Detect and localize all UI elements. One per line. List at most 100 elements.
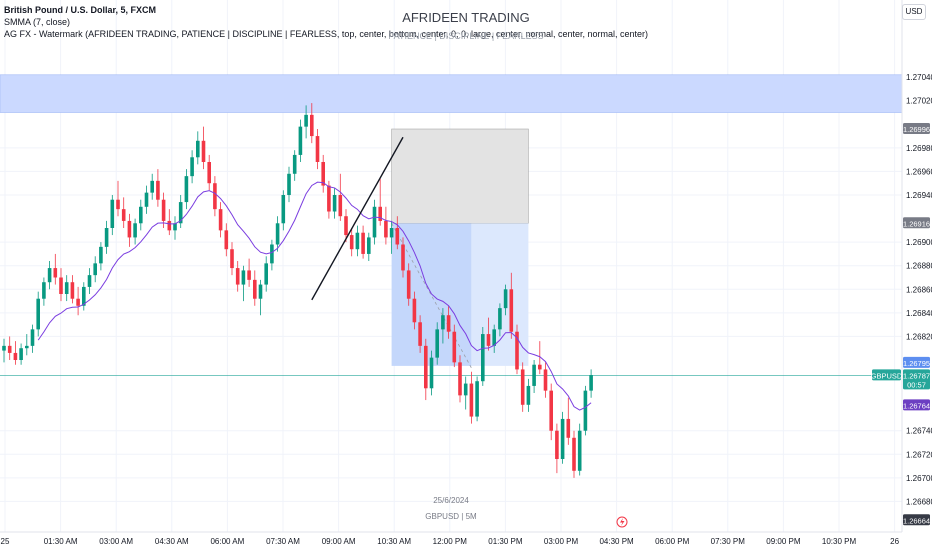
candle: [492, 324, 496, 353]
flash-icon[interactable]: [616, 516, 628, 528]
candle: [446, 305, 451, 339]
price-tick-label: 1.26720: [906, 450, 932, 459]
candle-body: [42, 282, 46, 299]
candle: [53, 253, 58, 285]
candle: [372, 199, 377, 245]
candle: [424, 338, 428, 401]
time-axis[interactable]: 25 01:30 AM 03:00 AM 04:30 AM 06:00 AM 07:30 …: [1, 537, 900, 546]
candle: [452, 324, 457, 368]
grid-lines: [0, 0, 902, 532]
candle-body: [190, 157, 194, 177]
candle: [469, 371, 474, 424]
candle-body: [367, 237, 371, 254]
candle: [19, 343, 23, 365]
candle: [401, 237, 405, 278]
currency-button[interactable]: USD: [902, 4, 926, 20]
time-tick-label: 09:00 PM: [766, 537, 801, 546]
candle-body: [583, 390, 588, 431]
time-tick-label: 07:30 AM: [266, 537, 300, 546]
short-position-tool[interactable]: [391, 128, 529, 369]
bar-countdown: 00:57: [907, 380, 926, 389]
price-axis[interactable]: 1.27040 1.27020 1.26980 1.26960 1.26940 1.269…: [906, 73, 932, 506]
legend: British Pound / U.S. Dollar, 5, FXCM SMM…: [4, 4, 648, 40]
candle-body: [150, 180, 154, 193]
candle: [515, 324, 519, 375]
candle: [116, 180, 120, 217]
time-tick-label: 10:30 PM: [822, 537, 857, 546]
price-tick-label: 1.26940: [906, 191, 932, 200]
candle-body: [59, 277, 63, 294]
price-tick-label: 1.26700: [906, 474, 932, 483]
candle: [207, 154, 211, 191]
candle: [184, 169, 189, 210]
candle-body: [389, 228, 394, 238]
smma-indicator-label[interactable]: SMMA (7, close): [4, 17, 71, 27]
symbol-title[interactable]: British Pound / U.S. Dollar, 5, FXCM: [4, 5, 157, 15]
time-tick-label: 04:30 PM: [599, 537, 634, 546]
candle: [70, 275, 75, 304]
candle: [503, 284, 508, 316]
candle-body: [344, 216, 348, 236]
candle-body: [543, 369, 548, 391]
candle-body: [532, 364, 536, 386]
candle-body: [270, 244, 274, 264]
candle-body: [99, 246, 103, 264]
candle: [543, 362, 548, 398]
candle-body: [424, 345, 428, 389]
candle: [173, 216, 177, 240]
candle-body: [235, 268, 240, 285]
candle-body: [207, 162, 211, 184]
candle-body: [458, 362, 462, 396]
candle-body: [167, 220, 172, 231]
candle-body: [572, 437, 576, 471]
candle-body: [139, 206, 143, 224]
candle: [93, 256, 97, 283]
candle: [99, 242, 103, 271]
candle-body: [509, 289, 514, 332]
candle: [589, 369, 593, 398]
watermark-subtitle: PATIENCE | DISCIPLINE | FEARLESS: [388, 31, 544, 41]
candle-body: [247, 270, 251, 280]
candle: [25, 334, 29, 356]
candle-body: [241, 270, 246, 285]
candle-body: [577, 430, 582, 471]
price-label-target: 1.26795: [903, 359, 930, 368]
candle: [7, 336, 12, 360]
candle: [275, 216, 280, 252]
candle: [583, 385, 588, 436]
time-tick-label: 06:00 PM: [655, 537, 690, 546]
supply-zone-rectangle[interactable]: [0, 74, 903, 113]
price-tick-label: 1.26980: [906, 144, 932, 153]
price-label-low-bg: [903, 514, 930, 526]
candle-body: [555, 430, 559, 459]
candle-body: [332, 195, 337, 212]
candle: [30, 324, 35, 353]
time-tick-label: 09:00 AM: [322, 537, 356, 546]
profit-zone-pending[interactable]: [471, 223, 529, 366]
candle: [458, 355, 462, 403]
stop-loss-zone[interactable]: [391, 128, 529, 224]
candle-body: [156, 180, 160, 200]
candle-body: [264, 263, 268, 285]
trend-line[interactable]: [311, 136, 404, 301]
price-label-stop: 1.26996: [903, 125, 930, 134]
candle: [412, 291, 417, 330]
candle-body: [321, 162, 325, 186]
candle-body: [25, 345, 29, 349]
current-price-tag-bg: [903, 369, 930, 390]
candle-body: [144, 192, 149, 207]
candle-body: [104, 228, 109, 247]
candle: [258, 279, 263, 316]
candle: [418, 315, 422, 353]
candle-body: [498, 308, 502, 330]
current-price-value: 1.26787: [903, 371, 930, 380]
watermark-indicator-label[interactable]: AG FX - Watermark (AFRIDEEN TRADING, PAT…: [4, 29, 649, 39]
candle-body: [515, 331, 519, 370]
watermark-title: AFRIDEEN TRADING: [402, 10, 530, 25]
candle: [270, 239, 274, 271]
candle-body: [196, 140, 200, 158]
candle-body: [395, 228, 400, 245]
price-label-entry-bg: [903, 217, 930, 229]
candle: [298, 119, 303, 162]
